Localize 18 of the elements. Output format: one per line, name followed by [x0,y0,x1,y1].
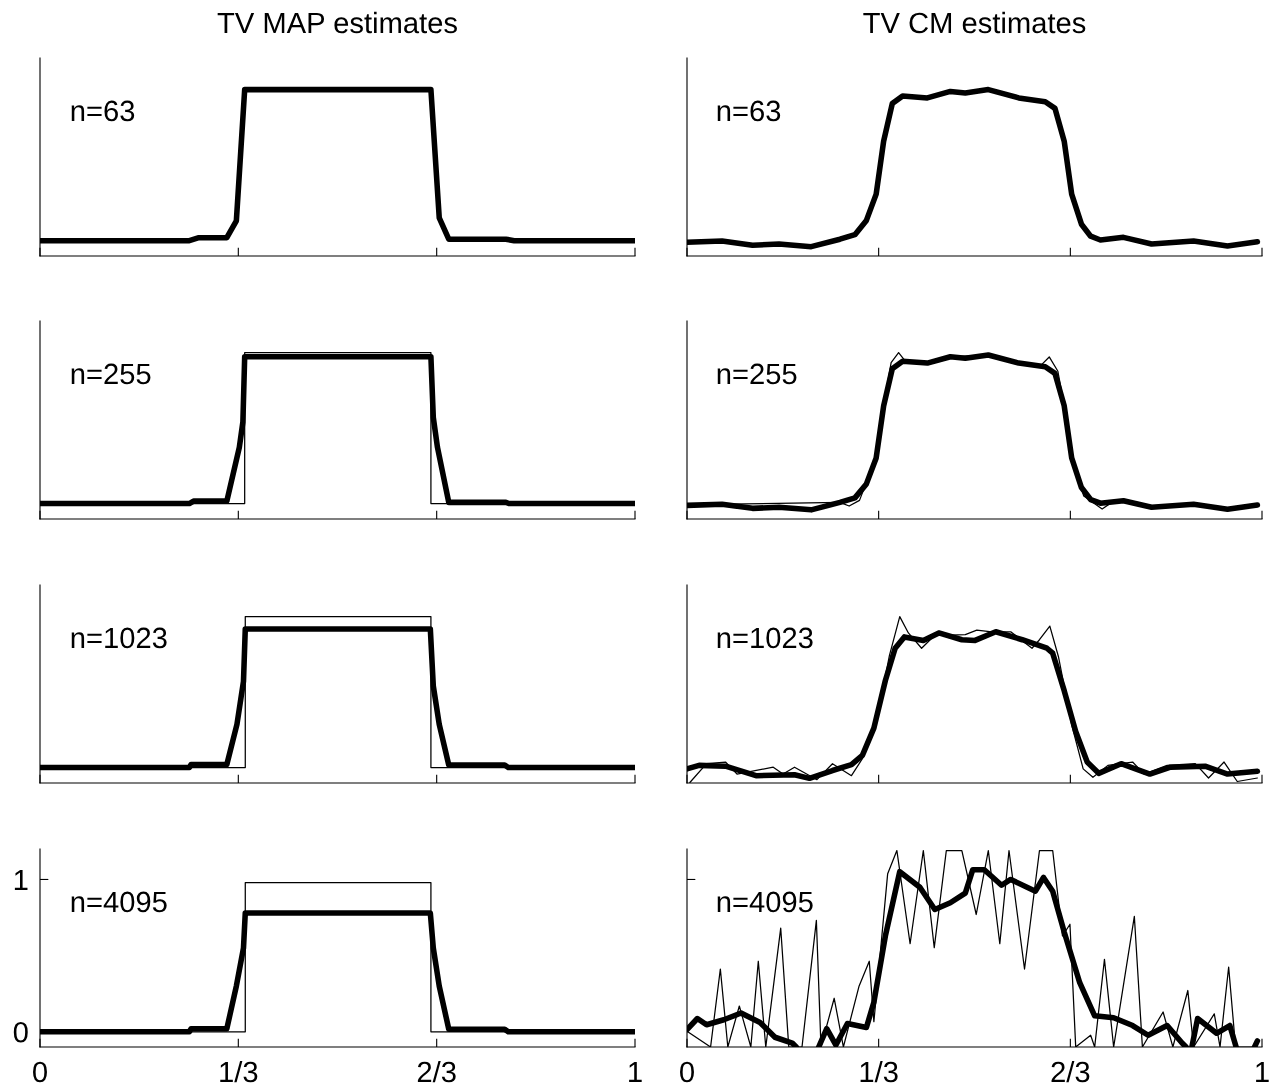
annotation: n=63 [71,100,135,122]
annotation: n=4095 [717,891,813,913]
annotation: n=63 [717,100,781,122]
annotation: n=255 [717,363,797,385]
x-tick-label: 0 [33,1061,47,1083]
annotation: n=1023 [71,627,167,649]
annotation: n=255 [71,363,151,385]
x-tick-label: 1 [1256,1061,1269,1083]
chart-title: TV MAP estimates [217,11,457,34]
x-tick-label: 0 [680,1061,694,1083]
x-tick-label: 1/3 [220,1060,258,1083]
chart-title: TV CM estimates [863,11,1086,34]
x-tick-label: 1/3 [860,1060,898,1083]
annotation: n=4095 [71,891,167,913]
x-tick-label: 2/3 [417,1060,456,1083]
annotation: n=1023 [717,627,813,649]
x-tick-label: 1 [629,1061,642,1083]
x-tick-label: 2/3 [1051,1060,1090,1083]
